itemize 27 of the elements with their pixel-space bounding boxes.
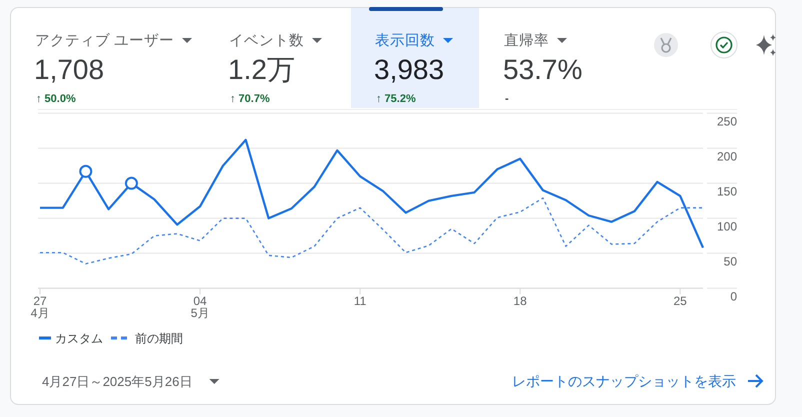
text: 53.7% [503,54,582,85]
y-tick-label: 250 [716,114,738,129]
x-tick-label: 11 [354,294,367,308]
x-tick-label: 27 4月 [30,294,50,320]
y-tick-label: 100 [716,220,738,234]
y-tick-label: 150 [716,184,738,199]
text: イベント数 [229,33,304,49]
text: 表示回数 [375,32,435,49]
text: レポートのスナップショットを表示 [512,373,736,389]
legend-label: カスタム [55,332,103,346]
x-tick-label: 25 [673,294,688,308]
x-tick-label: 18 [513,294,528,308]
y-tick-label: 0 [730,290,738,304]
legend-label: 前の期間 [135,332,183,346]
text: ↑ 50.0% [36,93,76,105]
text: 1.2万 [228,54,295,85]
y-tick-label: 200 [716,150,738,164]
text: アクティブ ユーザー [35,32,174,49]
text: ↑ 70.7% [230,93,270,105]
text: 4月27日～2025年5月26日 [42,374,192,389]
y-tick-label: 50 [724,254,738,269]
text: - [505,93,509,105]
x-tick-label: 04 5月 [190,294,210,320]
text: 3,983 [374,54,444,85]
text: 1,708 [34,54,104,85]
text: 直帰率 [504,32,549,49]
text: ↑ 75.2% [376,93,416,105]
